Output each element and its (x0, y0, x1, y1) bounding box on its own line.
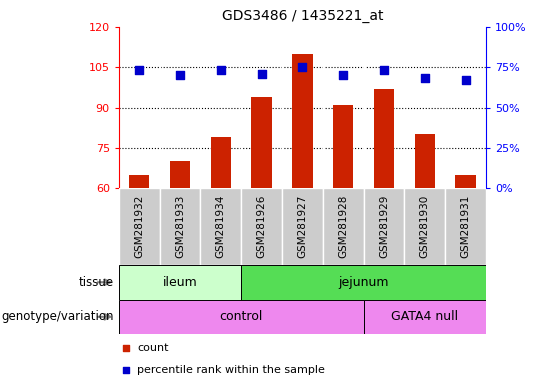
Bar (445, 188, 486, 265)
Title: GDS3486 / 1435221_at: GDS3486 / 1435221_at (221, 9, 383, 23)
Bar (363, 300, 486, 334)
Text: GSM281927: GSM281927 (298, 194, 307, 258)
Bar (119, 188, 160, 265)
Bar (374, 89, 394, 188)
Text: GSM281926: GSM281926 (256, 194, 267, 258)
Bar (455, 175, 476, 188)
Bar (241, 265, 486, 300)
Text: genotype/variation: genotype/variation (1, 310, 113, 323)
Text: GSM281929: GSM281929 (379, 194, 389, 258)
Bar (323, 188, 363, 265)
Point (421, 75, 429, 81)
Bar (170, 161, 190, 188)
Text: GSM281931: GSM281931 (461, 194, 470, 258)
Point (176, 72, 184, 78)
Point (461, 77, 470, 83)
Text: GSM281934: GSM281934 (216, 194, 226, 258)
Bar (363, 188, 404, 265)
Point (217, 67, 225, 73)
Point (339, 72, 348, 78)
Text: GSM281930: GSM281930 (420, 194, 430, 258)
Point (380, 67, 388, 73)
Point (122, 367, 131, 373)
Text: control: control (220, 310, 263, 323)
Bar (252, 97, 272, 188)
Bar (333, 105, 353, 188)
Point (122, 345, 131, 351)
Bar (211, 137, 231, 188)
Bar (241, 188, 282, 265)
Bar (129, 175, 150, 188)
Bar (160, 188, 200, 265)
Bar (119, 300, 363, 334)
Text: percentile rank within the sample: percentile rank within the sample (137, 365, 325, 375)
Text: ileum: ileum (163, 276, 198, 289)
Bar (415, 134, 435, 188)
Text: tissue: tissue (78, 276, 113, 289)
Text: count: count (137, 343, 168, 353)
Text: jejunum: jejunum (339, 276, 389, 289)
Text: GATA4 null: GATA4 null (392, 310, 458, 323)
Point (257, 71, 266, 77)
Point (298, 64, 307, 70)
Bar (404, 188, 445, 265)
Text: GSM281933: GSM281933 (175, 194, 185, 258)
Text: GSM281932: GSM281932 (134, 194, 144, 258)
Bar (282, 188, 323, 265)
Point (135, 67, 144, 73)
Bar (200, 188, 241, 265)
Bar (292, 54, 313, 188)
Text: GSM281928: GSM281928 (338, 194, 348, 258)
Bar (119, 265, 241, 300)
